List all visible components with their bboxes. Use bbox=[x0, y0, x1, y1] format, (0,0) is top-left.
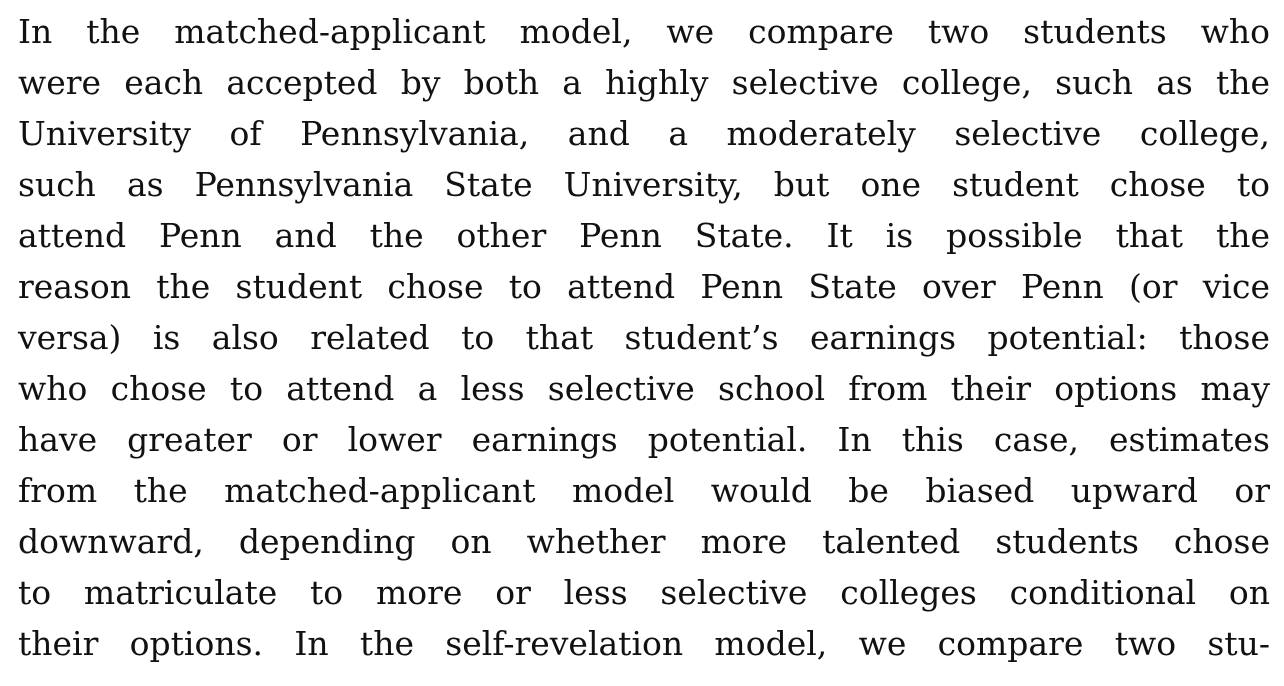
text-line: reason the student chose to attend Penn … bbox=[18, 267, 1270, 306]
text-line: who chose to attend a less selective sch… bbox=[18, 369, 1270, 408]
text-line: their options. In the self-revelation mo… bbox=[18, 624, 1270, 663]
text-line: attend Penn and the other Penn State. It… bbox=[18, 216, 1270, 255]
text-line: such as Pennsylvania State University, b… bbox=[18, 165, 1270, 204]
text-line: versa) is also related to that student’s… bbox=[18, 318, 1270, 357]
text-line: have greater or lower earnings potential… bbox=[18, 420, 1270, 459]
text-line: were each accepted by both a highly sele… bbox=[18, 63, 1270, 102]
text-line: In the matched-applicant model, we compa… bbox=[18, 12, 1270, 51]
body-paragraph: In the matched-applicant model, we compa… bbox=[18, 6, 1270, 669]
text-line: from the matched-applicant model would b… bbox=[18, 471, 1270, 510]
text-line: University of Pennsylvania, and a modera… bbox=[18, 114, 1270, 153]
text-line: downward, depending on whether more tale… bbox=[18, 522, 1270, 561]
text-line: to matriculate to more or less selective… bbox=[18, 573, 1270, 612]
